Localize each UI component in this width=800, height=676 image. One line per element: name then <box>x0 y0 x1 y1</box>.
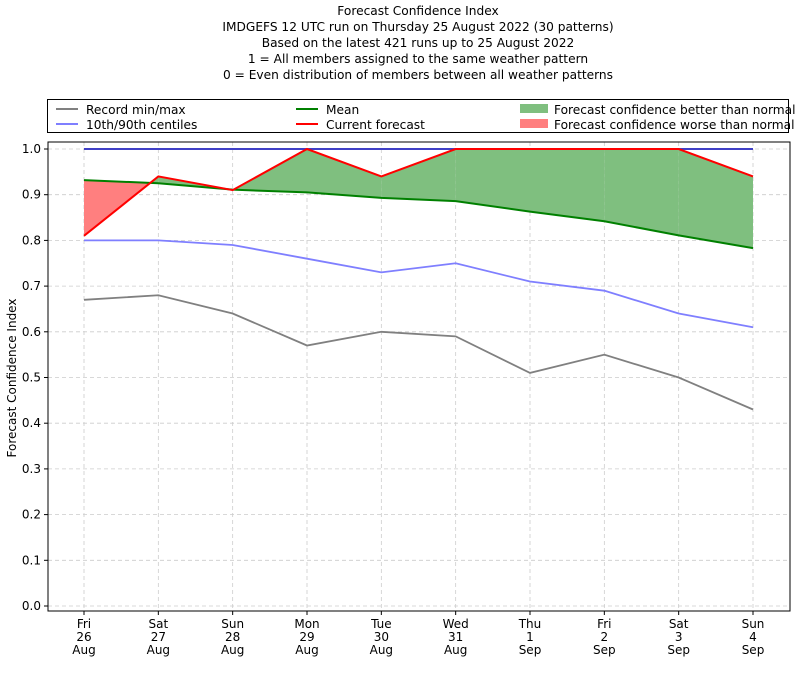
fill-better-than-normal <box>150 176 159 184</box>
legend-swatch-centiles <box>56 122 78 125</box>
series-lines <box>83 147 754 411</box>
x-tick-label: Thu <box>518 617 542 631</box>
x-tick-label: Sat <box>148 617 168 631</box>
title-line-2: IMDGEFS 12 UTC run on Thursday 25 August… <box>222 20 614 34</box>
legend-swatch-record <box>56 107 78 110</box>
y-axis-label: Forecast Confidence Index <box>5 299 19 458</box>
x-tick-label: Tue <box>370 617 392 631</box>
x-tick-label: Sep <box>667 643 690 657</box>
title-line-4: 1 = All members assigned to the same wea… <box>247 52 589 66</box>
x-tick-label: Sat <box>669 617 689 631</box>
x-tick-label: Aug <box>370 643 393 657</box>
legend-swatch-current <box>296 122 318 125</box>
title-line-1: Forecast Confidence Index <box>337 4 499 18</box>
y-tick-label: 0.5 <box>22 371 41 385</box>
x-tick-label: Aug <box>147 643 170 657</box>
legend-swatch-better <box>520 104 548 113</box>
legend-swatch-mean <box>296 107 318 110</box>
grid <box>48 142 790 611</box>
y-tick-label: 1.0 <box>22 142 41 156</box>
legend-item-current: Current forecast <box>296 118 425 132</box>
x-tick-label: 3 <box>675 630 683 644</box>
legend-item-better: Forecast confidence better than normal <box>520 103 795 117</box>
y-tick-label: 0.8 <box>22 233 41 247</box>
x-tick-label: Mon <box>294 617 319 631</box>
x-tick-label: Aug <box>221 643 244 657</box>
legend-label-record: Record min/max <box>86 103 186 117</box>
fill-better-than-normal <box>678 149 753 249</box>
title-line-3: Based on the latest 421 runs up to 25 Au… <box>261 36 575 50</box>
x-tick-label: Fri <box>77 617 91 631</box>
y-tick-label: 0.4 <box>22 416 41 430</box>
legend-item-worse: Forecast confidence worse than normal <box>520 118 794 132</box>
y-tick-label: 0.2 <box>22 508 41 522</box>
x-tick-label: 26 <box>76 630 91 644</box>
legend-swatch-worse <box>520 119 548 128</box>
x-tick-label: 31 <box>448 630 463 644</box>
series-line-p10 <box>84 239 754 329</box>
x-tick-label: Sep <box>742 643 765 657</box>
x-tick-label: 28 <box>225 630 240 644</box>
x-tick-label: 27 <box>151 630 166 644</box>
x-axis: Fri26AugSat27AugSun28AugMon29AugTue30Aug… <box>72 611 764 657</box>
legend-label-mean: Mean <box>326 103 360 117</box>
x-tick-label: 29 <box>299 630 314 644</box>
legend-item-record: Record min/max <box>56 103 186 117</box>
legend-label-better: Forecast confidence better than normal <box>554 103 796 117</box>
x-tick-label: 30 <box>374 630 389 644</box>
y-tick-label: 0.1 <box>22 553 41 567</box>
x-tick-label: 2 <box>601 630 609 644</box>
legend-label-current: Current forecast <box>326 118 425 132</box>
fill-better-than-normal <box>455 149 530 212</box>
legend: Record min/max 10th/90th centiles Mean C… <box>47 99 795 133</box>
series-line-mean <box>83 179 754 250</box>
fill-worse-than-normal <box>84 180 151 236</box>
legend-item-mean: Mean <box>296 103 359 117</box>
fill-better-than-normal <box>604 149 679 236</box>
x-tick-label: 4 <box>749 630 757 644</box>
plot-frame <box>47 141 791 612</box>
x-tick-label: Wed <box>443 617 469 631</box>
fill-better-than-normal <box>307 149 382 198</box>
x-tick-label: 1 <box>526 630 534 644</box>
y-tick-label: 0.9 <box>22 188 41 202</box>
y-tick-label: 0.3 <box>22 462 41 476</box>
fill-better-than-normal <box>158 176 229 190</box>
legend-item-centiles: 10th/90th centiles <box>56 118 197 132</box>
x-tick-label: Fri <box>597 617 611 631</box>
y-tick-label: 0.6 <box>22 325 41 339</box>
confidence-fills <box>84 149 753 249</box>
fill-better-than-normal <box>381 149 456 202</box>
x-tick-label: Aug <box>72 643 95 657</box>
fill-better-than-normal <box>530 149 605 222</box>
x-tick-label: Sun <box>221 617 244 631</box>
series-line-record_min <box>83 294 754 411</box>
x-tick-label: Sep <box>593 643 616 657</box>
x-tick-label: Aug <box>444 643 467 657</box>
legend-label-centiles: 10th/90th centiles <box>86 118 198 132</box>
title-line-5: 0 = Even distribution of members between… <box>222 68 614 82</box>
x-tick-label: Aug <box>295 643 318 657</box>
y-tick-label: 0.7 <box>22 279 41 293</box>
x-tick-label: Sep <box>519 643 542 657</box>
y-axis: 0.0 0.1 0.2 0.3 0.4 0.5 0.6 0.7 0.8 0.9 1.0 <box>22 142 48 613</box>
chart-title: Forecast Confidence Index IMDGEFS 12 UTC… <box>0 3 800 83</box>
x-tick-label: Sun <box>742 617 765 631</box>
series-line-current <box>83 147 754 237</box>
fill-better-than-normal <box>233 149 307 193</box>
fill-worse-than-normal <box>228 189 233 191</box>
y-tick-label: 0.0 <box>22 599 41 613</box>
legend-label-worse: Forecast confidence worse than normal <box>554 118 795 132</box>
